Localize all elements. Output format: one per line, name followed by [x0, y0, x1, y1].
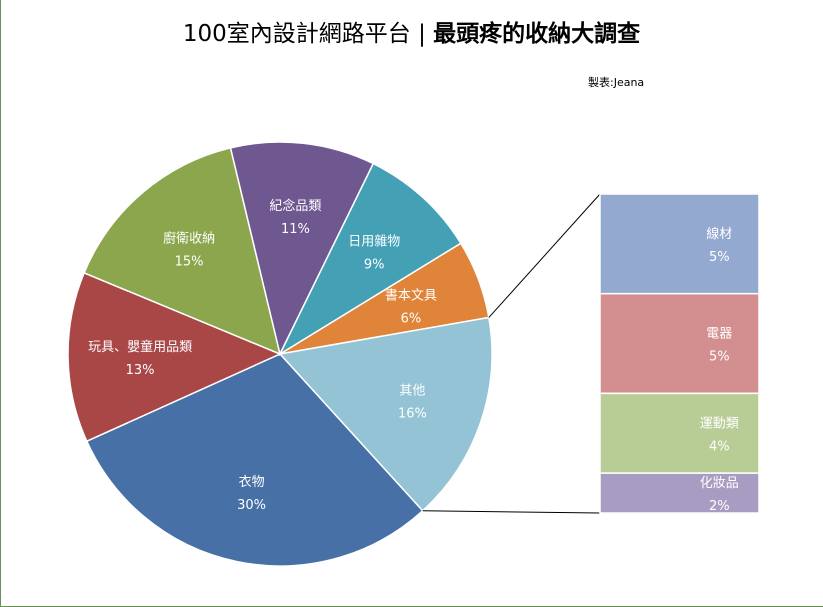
pie-slice-6 — [278, 162, 462, 356]
bar-segment-2 — [599, 392, 760, 474]
slice-label-1: 其他 — [399, 383, 425, 398]
breakdown-connectors — [422, 193, 601, 514]
slice-value-2: 30% — [237, 498, 266, 513]
title-separator: | — [418, 21, 426, 47]
bar-label-0: 線材 — [706, 226, 732, 242]
slice-label-3: 玩具、嬰童用品類 — [88, 339, 192, 355]
bar-value-1: 5% — [709, 350, 730, 365]
slice-value-5: 11% — [281, 222, 310, 237]
bar-value-0: 5% — [709, 250, 730, 265]
slice-value-6: 9% — [364, 258, 385, 273]
slice-value-3: 13% — [126, 363, 155, 378]
pie-slice-3 — [67, 271, 282, 443]
bar-segment-0 — [599, 193, 760, 295]
slice-value-1: 16% — [398, 406, 427, 421]
bar-label-3: 化妝品 — [700, 476, 739, 491]
slice-label-5: 紀念品類 — [269, 198, 321, 214]
chart-title: 100室內設計網路平台 | 最頭疼的收納大調查 — [0, 14, 823, 48]
bar-value-2: 4% — [709, 439, 730, 454]
slice-label-4: 廚衛收納 — [163, 231, 215, 247]
breakdown-bar: 線材 5% 電器 5% 運動類 4% 化妝品 2% — [599, 193, 760, 514]
pie-slice-1 — [278, 316, 493, 512]
pie-slice-5 — [229, 141, 375, 357]
bar-value-3: 2% — [709, 499, 730, 514]
connector-bottom — [422, 510, 601, 514]
bar-segment-1 — [599, 292, 760, 395]
chart-credit: 製表:Jeana — [588, 76, 645, 89]
slice-value-0: 6% — [401, 312, 422, 327]
slice-value-4: 15% — [175, 255, 204, 270]
slice-label-0: 書本文具 — [385, 289, 437, 304]
pie-slice-2 — [85, 353, 424, 567]
bar-segment-3 — [599, 472, 760, 514]
main-pie: 書本文具 6% 其他 16% 衣物 30% 玩具、嬰童用品類 13% 廚衛收納 15% 紀念品類 11… — [67, 141, 493, 567]
slice-label-6: 日用雜物 — [348, 235, 400, 250]
pie-slice-4 — [83, 146, 282, 356]
bar-label-1: 電器 — [706, 327, 732, 342]
title-part2: 最頭疼的收納大調查 — [433, 21, 641, 47]
title-part1: 100室內設計網路平台 — [182, 21, 411, 47]
left-border — [0, 0, 1, 607]
slice-label-2: 衣物 — [239, 474, 265, 490]
bar-label-2: 運動類 — [700, 416, 739, 431]
connector-top — [488, 193, 601, 318]
